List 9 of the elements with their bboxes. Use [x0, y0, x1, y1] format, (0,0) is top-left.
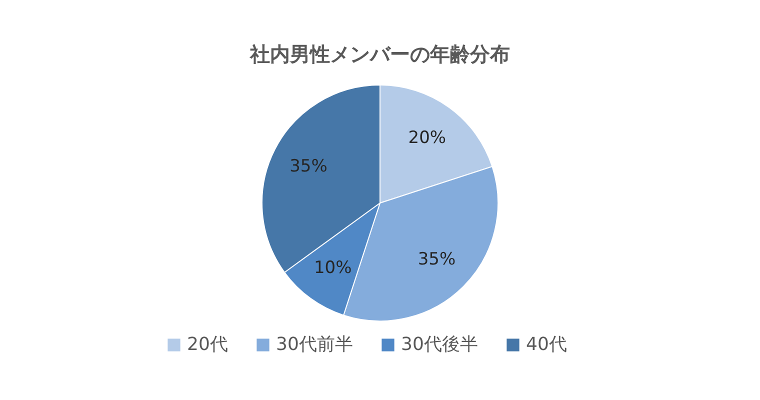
legend-label: 40代 [526, 334, 567, 355]
data-label: 35% [290, 156, 328, 177]
legend-label: 20代 [187, 334, 228, 355]
data-label: 35% [418, 250, 456, 270]
legend-label: 30代前半 [276, 334, 353, 355]
legend-label: 30代後半 [401, 334, 478, 355]
data-label: 20% [408, 128, 446, 148]
chart-title: 社内男性メンバーの年齢分布 [249, 42, 510, 66]
data-label: 10% [314, 258, 352, 278]
